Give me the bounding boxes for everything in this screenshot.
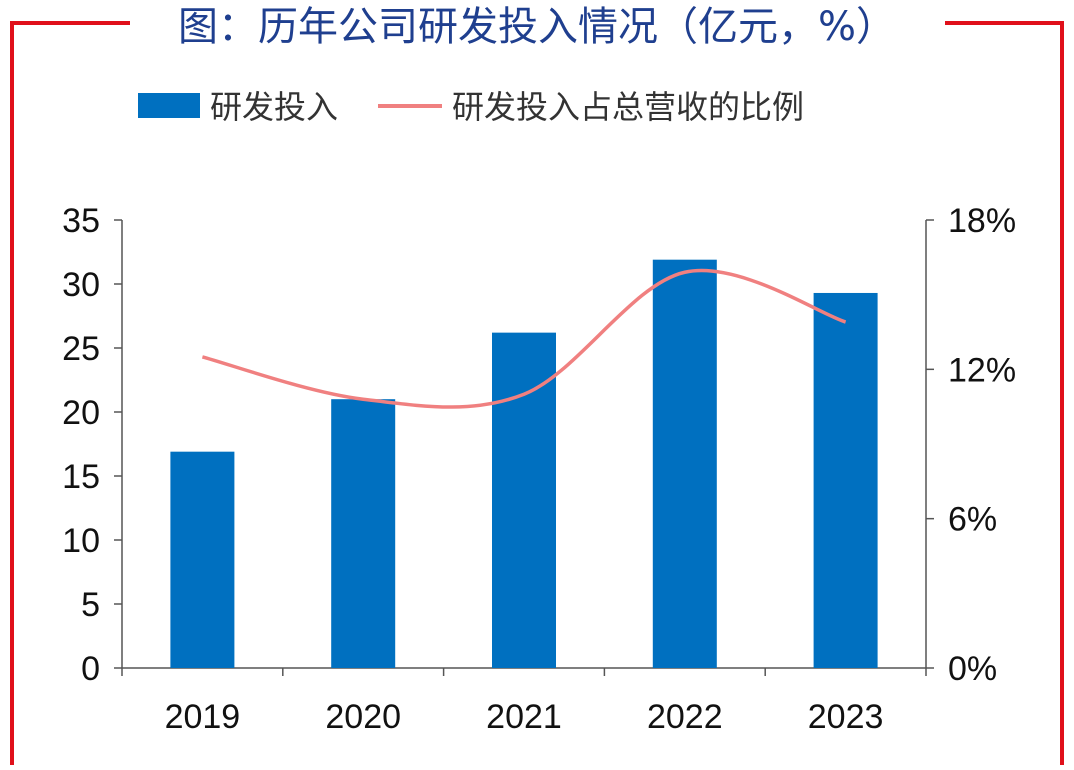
bar [331,399,396,668]
legend-label-line: 研发投入占总营收的比例 [452,88,804,126]
bar [170,451,235,668]
frame [10,21,1064,765]
y-left-tick-label: 30 [62,266,100,304]
y-left-tick-label: 20 [62,394,100,432]
x-tick-label: 2020 [325,698,401,736]
ratio-line [201,268,847,409]
legend-swatch-bar [138,93,200,118]
y-left-tick-label: 10 [62,522,100,560]
y-right-tick-label: 18% [948,202,1016,240]
y-right-tick-label: 12% [948,351,1016,389]
bar [492,332,556,668]
x-tick-label: 2019 [165,698,241,736]
legend-label-bar: 研发投入 [210,88,338,126]
chart-title: 图：历年公司研发投入情况（亿元，%） [178,4,896,50]
x-tick-label: 2022 [647,698,723,736]
y-left-tick-label: 25 [62,330,100,368]
y-left-tick-label: 0 [81,650,100,688]
y-left-tick-label: 15 [62,458,100,496]
x-tick-label: 2021 [486,698,562,736]
legend: 研发投入 研发投入占总营收的比例 [138,88,804,126]
y-left-tick-label: 35 [62,202,100,240]
y-left-tick-label: 5 [81,586,100,624]
y-right-tick-label: 6% [948,501,997,539]
x-tick-label: 2023 [808,698,884,736]
bar [813,292,878,668]
bar [652,259,717,668]
y-right-tick-label: 0% [948,650,997,688]
